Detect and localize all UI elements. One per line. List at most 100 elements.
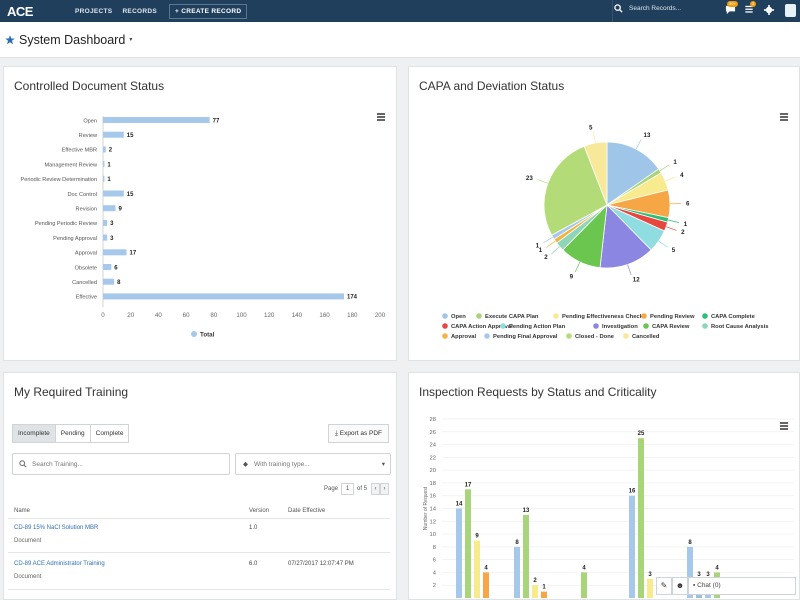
prev-page-button[interactable]: ‹ <box>371 483 381 495</box>
slice-value-label: 1 <box>673 159 677 166</box>
export-pdf-button[interactable]: ⤓ Export as PDF <box>328 424 389 443</box>
page-number-input[interactable]: 1 <box>341 483 355 495</box>
next-page-button[interactable]: › <box>380 483 390 495</box>
pie-slice <box>583 141 608 206</box>
bar-value-label: 13 <box>523 508 530 514</box>
slice-value-label: 1 <box>684 221 688 228</box>
legend-marker <box>643 323 649 329</box>
slice-connector <box>537 179 548 184</box>
panel-title: My Required Training <box>14 385 129 399</box>
pie-slice <box>543 145 608 236</box>
category-label: Management Review <box>44 162 98 168</box>
col-date-effective[interactable]: Date Effective <box>288 508 326 514</box>
slice-value-label: 1 <box>539 247 543 254</box>
bar-value-label: 3 <box>697 572 701 578</box>
bar <box>103 205 116 212</box>
bar-value-label: 2 <box>533 578 537 584</box>
bar-value-label: 25 <box>638 431 645 437</box>
bar-value-label: 4 <box>715 565 719 571</box>
legend-label: Pending Action Plan <box>509 324 566 330</box>
ace-logo[interactable]: ACE <box>7 3 33 19</box>
training-type: Document <box>14 538 42 544</box>
slice-connector <box>658 240 668 248</box>
y-tick-label: 2 <box>433 583 436 589</box>
legend-marker <box>566 333 572 339</box>
bar-value-label: 4 <box>582 565 586 571</box>
training-version: 6.0 <box>249 561 258 567</box>
training-search-input[interactable]: Search Training... <box>32 460 83 468</box>
inspection-bar <box>638 438 644 598</box>
category-label: Open <box>83 118 97 124</box>
slice-value-label: 9 <box>570 273 574 280</box>
tab-pending[interactable]: Pending <box>56 425 91 442</box>
search-icon <box>614 4 623 13</box>
category-label: Doc Control <box>67 192 97 198</box>
hamburger-icon[interactable] <box>377 113 385 123</box>
training-type: Document <box>14 574 42 580</box>
x-tick-label: 180 <box>347 312 358 319</box>
bar-value-label: 3 <box>110 221 114 227</box>
pencil-icon[interactable]: ✎ <box>656 577 672 595</box>
slice-value-label: 5 <box>672 247 676 254</box>
search-records[interactable]: Search Records... <box>614 4 681 13</box>
legend-label: Pending Final Approval <box>493 334 558 340</box>
page-count: of 5 <box>357 486 368 492</box>
training-name-link[interactable]: CD-89 ACE Administrator Training <box>14 561 105 567</box>
chat-button[interactable]: ▪ Chat (0) <box>688 577 796 595</box>
chat-icon[interactable] <box>725 4 736 15</box>
bar-value-label: 9 <box>118 207 122 213</box>
search-records-input[interactable]: Search Records... <box>629 5 682 12</box>
bar-value-label: 1 <box>107 177 111 183</box>
tab-incomplete[interactable]: Incomplete <box>13 425 56 442</box>
bar-value-label: 3 <box>648 572 652 578</box>
hamburger-icon[interactable] <box>780 422 788 432</box>
page-title: System Dashboard <box>19 32 126 47</box>
training-version: 1.0 <box>249 525 258 531</box>
chevron-down-icon[interactable]: ▾ <box>129 37 133 43</box>
bar <box>103 190 124 197</box>
y-tick-label: 24 <box>430 443 437 449</box>
slice-value-label: 6 <box>686 201 690 208</box>
y-tick-label: 10 <box>430 532 436 538</box>
nav-projects[interactable]: PROJECTS <box>75 7 113 15</box>
bar-value-label: 3 <box>706 572 710 578</box>
col-name[interactable]: Name <box>14 508 31 514</box>
col-version[interactable]: Version <box>249 508 270 514</box>
capa-panel: CAPA and Deviation Status 13 1 4 6 1 2 5 12 9 2 1 1… <box>408 66 800 361</box>
nav-records[interactable]: RECORDS <box>122 7 158 15</box>
pager: Page 1 of 5 ‹ › <box>324 483 390 495</box>
y-tick-label: 12 <box>430 519 436 525</box>
inspection-bar <box>541 591 547 598</box>
slice-value-label: 2 <box>681 229 685 236</box>
create-record-button[interactable]: + CREATE RECORD <box>169 3 248 19</box>
legend-label: Pending Review <box>650 314 695 320</box>
gear-icon[interactable] <box>764 5 774 15</box>
x-tick-label: 20 <box>127 312 134 319</box>
training-search[interactable]: Search Training... <box>12 453 230 475</box>
slice-value-label: 12 <box>633 277 640 284</box>
y-tick-label: 8 <box>433 545 436 551</box>
legend-marker <box>702 313 708 319</box>
training-type-select[interactable]: ◆ With training type... ▾ <box>235 453 391 475</box>
legend-marker <box>593 323 599 329</box>
users-icon[interactable]: ☻ <box>672 577 688 595</box>
star-icon[interactable] <box>5 34 15 45</box>
header-divider <box>8 518 390 519</box>
bar-value-label: 6 <box>114 265 118 271</box>
category-label: Obsolete <box>75 265 97 271</box>
user-avatar[interactable] <box>785 4 796 17</box>
hamburger-icon[interactable] <box>780 113 788 123</box>
training-panel: My Required Training Incomplete Pending … <box>3 372 397 600</box>
training-name-link[interactable]: CD-89 15% NaCl Solution MBR <box>14 525 99 531</box>
inspection-bar <box>483 572 489 598</box>
y-tick-label: 28 <box>430 417 436 423</box>
y-tick-label: 22 <box>430 455 436 461</box>
bar <box>103 234 108 241</box>
tab-complete[interactable]: Complete <box>95 430 124 437</box>
bar-value-label: 8 <box>688 540 692 546</box>
inspection-bar <box>581 572 587 598</box>
tasks-icon[interactable] <box>744 4 754 15</box>
y-axis-label: Number of Request <box>423 486 429 530</box>
